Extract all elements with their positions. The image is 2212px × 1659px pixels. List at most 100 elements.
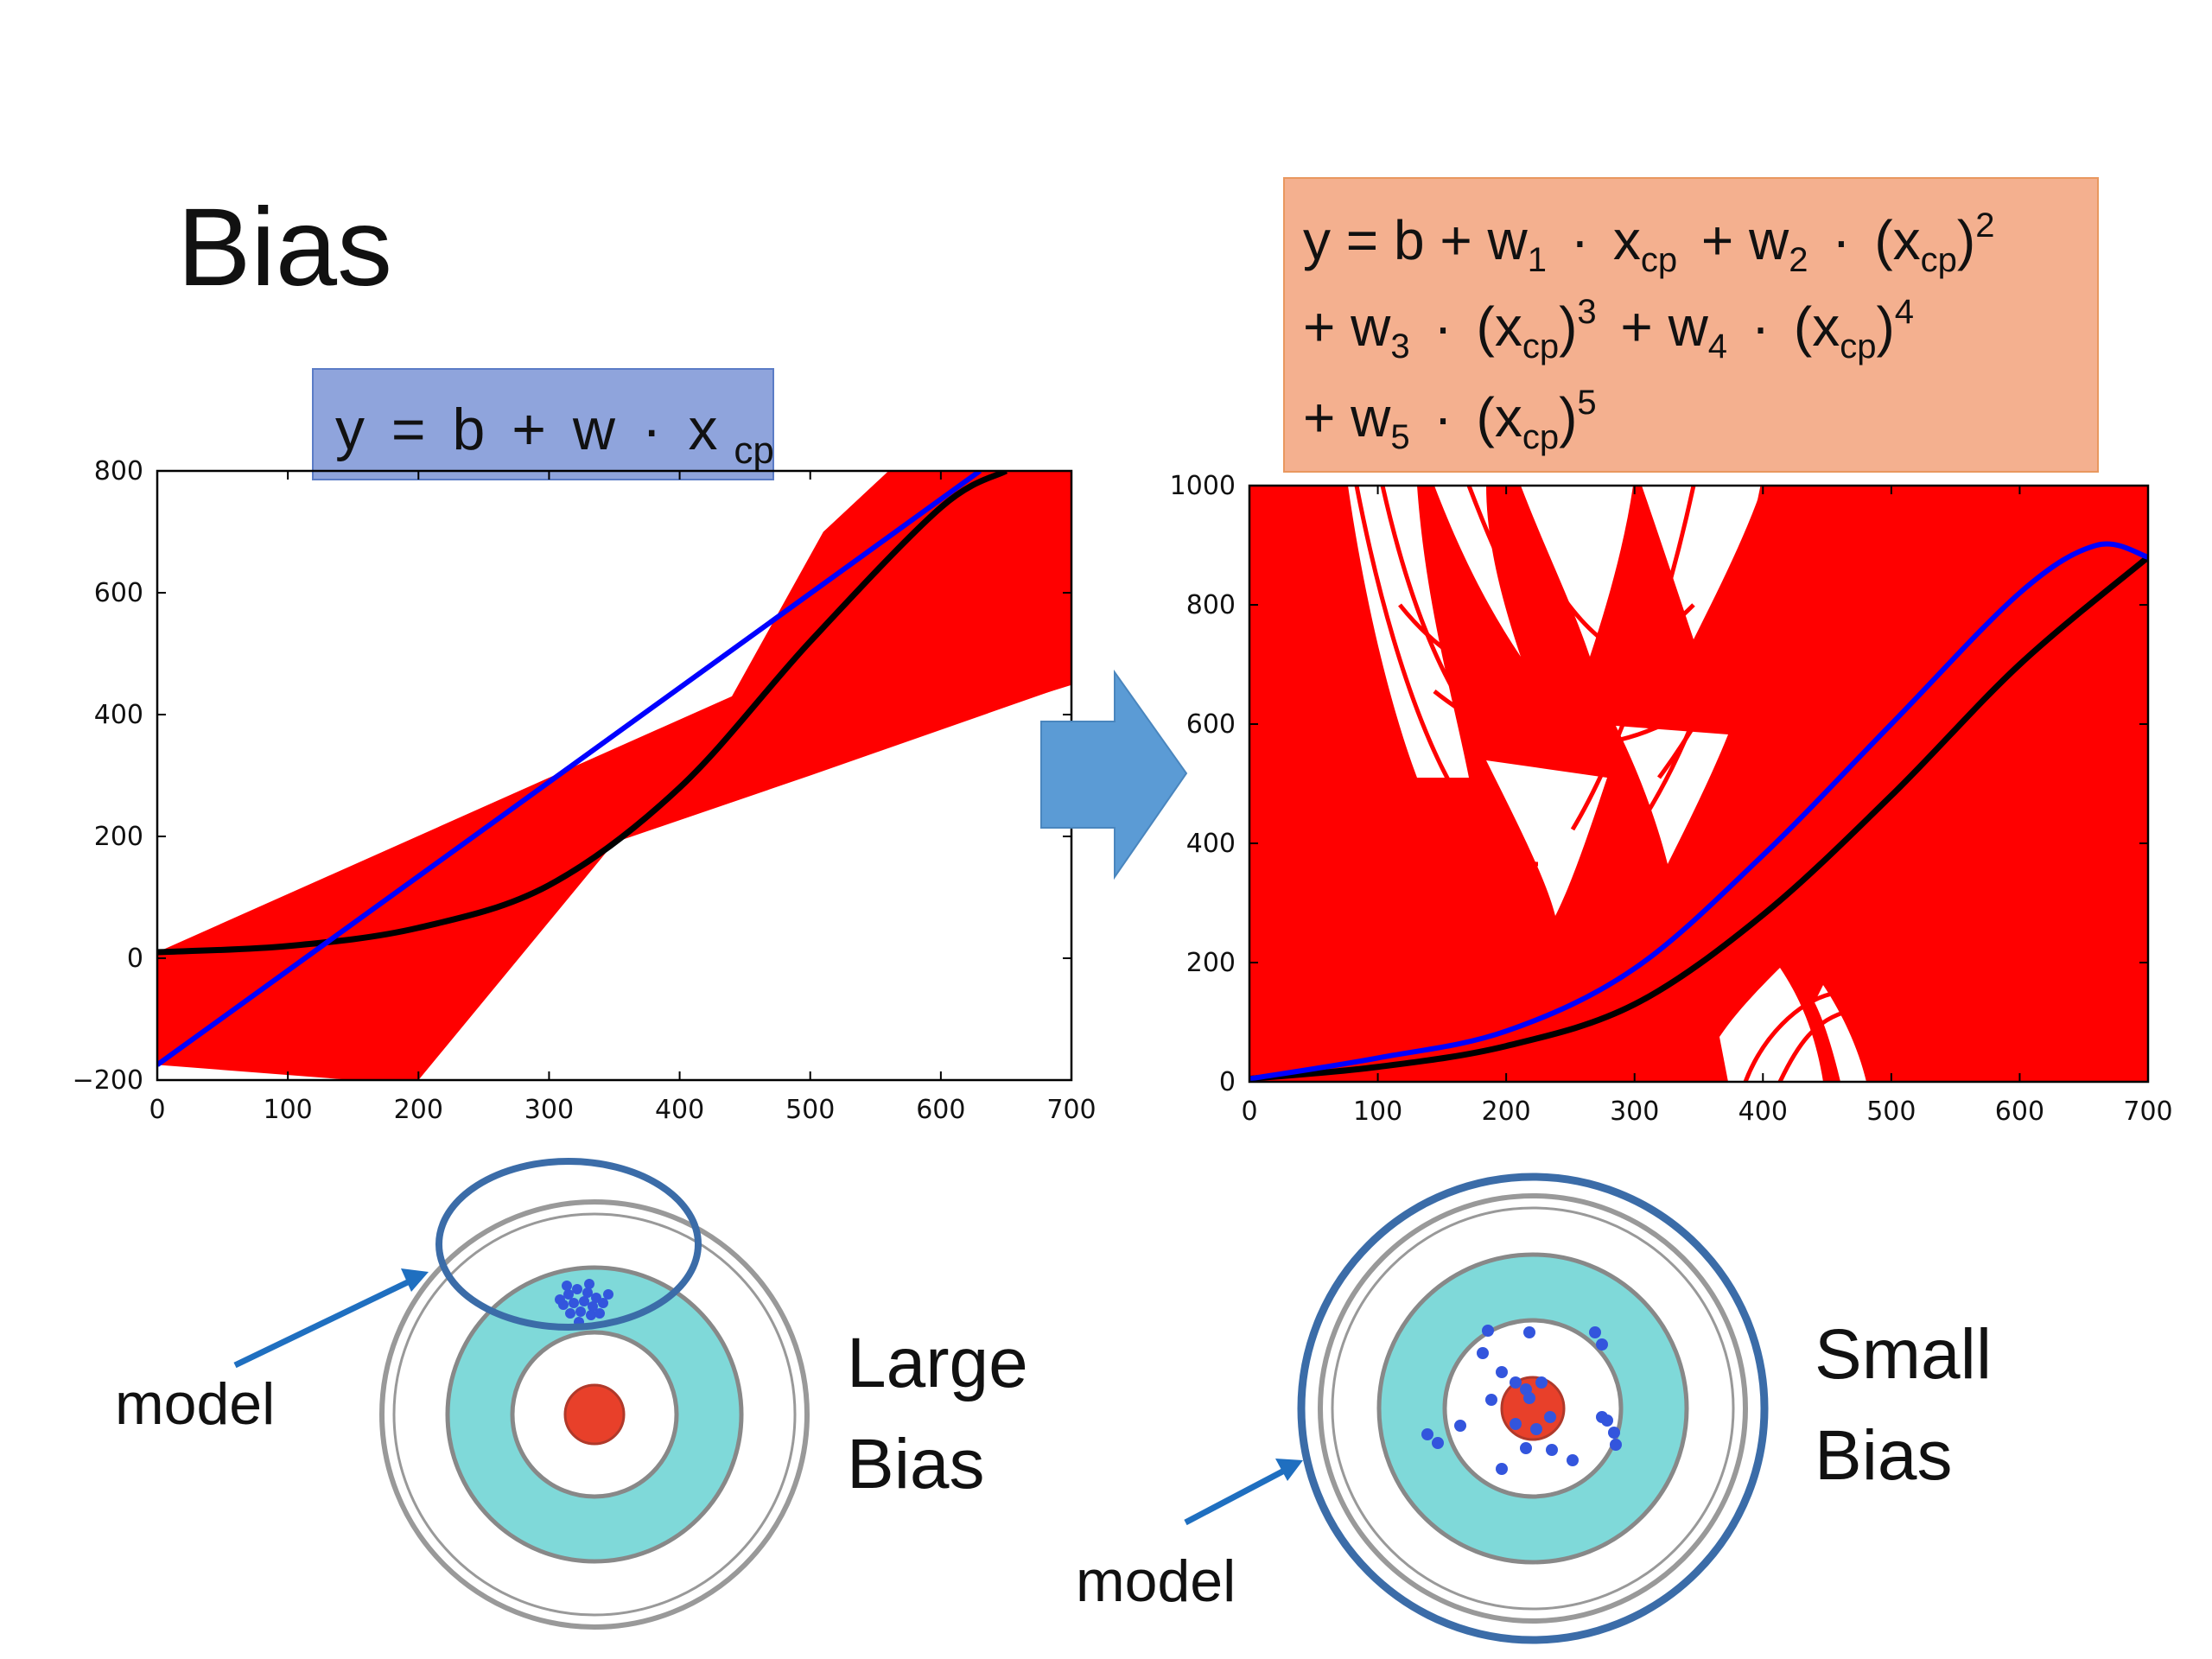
right-gap-between-models <box>1486 760 1607 916</box>
left-ytick-label: 600 <box>94 578 143 608</box>
left-red-model-line <box>626 580 1071 837</box>
right-gap-between-models <box>1815 985 1866 1082</box>
left-xtick-label: 100 <box>264 1095 313 1125</box>
left-model-dot <box>572 1284 582 1294</box>
right-target <box>1297 1173 1769 1644</box>
left-target-label-2: Bias <box>847 1425 985 1503</box>
left-formula-text: y = b + w · x cp <box>335 397 774 472</box>
right-red-model-curve <box>1398 603 1695 686</box>
right-ytick-label: 800 <box>1186 590 1236 620</box>
right-xtick-label: 300 <box>1610 1096 1659 1127</box>
left-model-dot <box>563 1289 574 1300</box>
right-ytick-label: 1000 <box>1170 471 1236 501</box>
left-model-circle <box>435 1158 702 1331</box>
right-xtick-label: 500 <box>1866 1096 1916 1127</box>
right-xtick-label: 600 <box>1995 1096 2044 1127</box>
right-formula-line3: + w5 · (xcp)5 <box>1303 384 1597 461</box>
left-model-dot <box>586 1310 596 1320</box>
left-model-dot <box>582 1287 593 1298</box>
left-xtick-label: 500 <box>785 1095 835 1125</box>
left-xtick-label: 200 <box>394 1095 443 1125</box>
left-ytick-label: 200 <box>94 822 143 852</box>
left-xtick-label: 600 <box>916 1095 965 1125</box>
left-target <box>379 1158 810 1630</box>
right-xtick-label: 700 <box>2123 1096 2172 1127</box>
right-model-label: model <box>1076 1548 1236 1614</box>
left-black-true-curve <box>157 471 1008 956</box>
right-model-dot <box>1432 1437 1444 1449</box>
right-ytick-label: 400 <box>1186 829 1236 859</box>
right-model-dot <box>1510 1418 1522 1430</box>
right-ytick-label: 200 <box>1186 948 1236 978</box>
right-model-dot <box>1510 1376 1522 1389</box>
left-model-dot <box>584 1279 594 1289</box>
right-chart-frame <box>1248 484 2150 1084</box>
right-gap-between-models <box>1348 486 1469 778</box>
right-red-model-curve <box>1354 486 1539 867</box>
right-model-dot <box>1544 1411 1556 1423</box>
left-model-dot <box>569 1298 579 1308</box>
right-red-model-curve <box>1433 690 1695 748</box>
left-xtick-label: 300 <box>524 1095 574 1125</box>
right-xtick-label: 400 <box>1738 1096 1788 1127</box>
right-model-dot <box>1608 1427 1620 1439</box>
left-model-arrowhead <box>401 1268 429 1292</box>
left-model-arrow <box>233 1275 416 1369</box>
right-model-dot <box>1610 1439 1622 1451</box>
right-model-dot <box>1523 1326 1535 1338</box>
right-gap-between-models <box>1616 726 1728 864</box>
left-model-dot <box>575 1306 586 1317</box>
left-model-dot <box>598 1298 608 1308</box>
right-model-dot <box>1485 1394 1497 1406</box>
right-dot-scatter <box>1421 1325 1622 1475</box>
right-xtick-label: 100 <box>1353 1096 1402 1127</box>
right-red-model-curve <box>1380 486 1522 763</box>
right-red-model-curve <box>1777 1008 1850 1082</box>
right-model-dot <box>1496 1463 1508 1475</box>
left-xtick-label: 400 <box>655 1095 704 1125</box>
right-model-dot <box>1530 1423 1542 1435</box>
left-model-dot <box>579 1296 589 1306</box>
right-gap-between-models <box>1434 486 1521 657</box>
right-chart: 0 100 200 300 400 500 600 700 1000 800 600 400 200 0 <box>1170 471 2173 1127</box>
right-red-model-curve <box>1622 486 1765 849</box>
slide-title: Bias <box>177 186 392 309</box>
left-model-dot <box>588 1301 598 1312</box>
left-model-dot <box>603 1289 613 1300</box>
left-ytick-label: 800 <box>94 456 143 486</box>
right-ytick-label: 0 <box>1219 1067 1236 1097</box>
right-model-dot <box>1496 1366 1508 1378</box>
right-model-arrowhead <box>1275 1459 1303 1481</box>
right-xtick-label: 200 <box>1482 1096 1531 1127</box>
right-red-model-curve <box>1518 518 1643 659</box>
left-red-model-band <box>157 471 1071 1080</box>
right-red-model-curve <box>1656 486 1800 779</box>
left-bullseye <box>563 1383 626 1446</box>
right-red-model-curve <box>1743 991 1833 1082</box>
left-blue-average-line <box>157 471 982 1067</box>
right-model-dot <box>1482 1325 1494 1337</box>
right-model-arrow <box>1184 1465 1289 1526</box>
right-model-dot <box>1596 1338 1608 1351</box>
right-xtick-label: 0 <box>1241 1096 1257 1127</box>
right-model-dot <box>1454 1420 1466 1432</box>
right-red-model-curve <box>1570 486 1696 831</box>
left-red-model-line <box>626 683 1071 823</box>
left-model-dot <box>555 1294 565 1305</box>
right-gap-between-models <box>1521 486 1633 657</box>
right-formula-box: y = b + w1 · xcp + w2 · (xcp)2 + w3 · (x… <box>1283 177 2099 473</box>
right-model-dot <box>1421 1428 1433 1440</box>
left-xtick-label: 0 <box>149 1095 165 1125</box>
right-model-dot <box>1535 1376 1548 1389</box>
right-red-model-curve <box>1466 486 1625 711</box>
right-blue-average-curve <box>1249 541 2148 1082</box>
left-xtick-label: 700 <box>1046 1095 1096 1125</box>
right-model-dot <box>1601 1414 1613 1427</box>
right-model-dot <box>1477 1347 1489 1359</box>
right-gap-between-models <box>1642 486 1763 639</box>
right-formula-line1: y = b + w1 · xcp + w2 · (xcp)2 <box>1303 207 1994 283</box>
left-ytick-label: 400 <box>94 700 143 730</box>
right-model-circle <box>1297 1173 1769 1644</box>
right-model-dot <box>1546 1444 1558 1456</box>
